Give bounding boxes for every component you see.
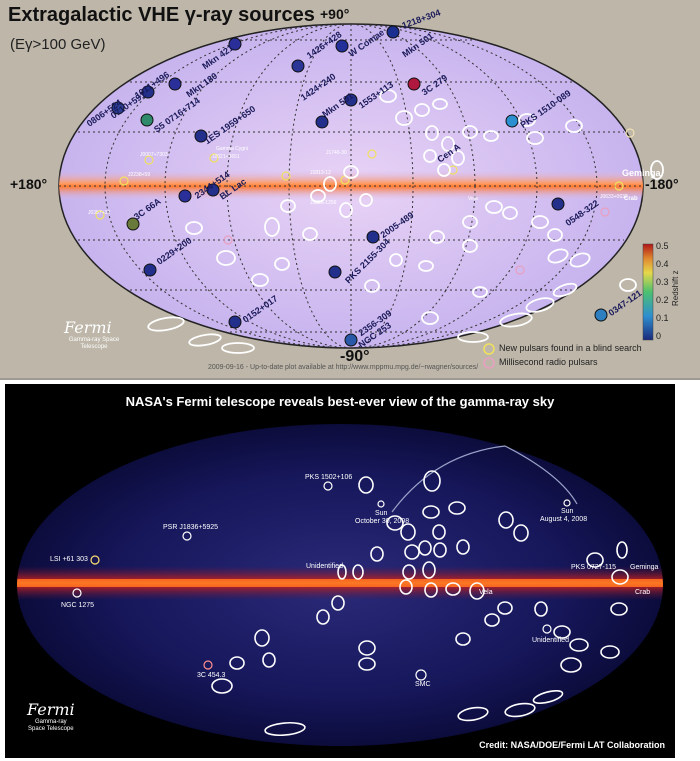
redshift-tick: 0.2 bbox=[656, 295, 669, 305]
faint-label: J1813-12 bbox=[310, 170, 331, 176]
faint-label: J2238+59 bbox=[128, 172, 151, 178]
source-marker bbox=[126, 217, 140, 231]
pulsar-markers bbox=[95, 128, 635, 275]
label-vela: Vela bbox=[479, 589, 493, 596]
top-footer: 2009-09-16 - Up-to-date plot available a… bbox=[208, 364, 479, 371]
source-marker bbox=[315, 115, 329, 129]
bottom-title: NASA's Fermi telescope reveals best-ever… bbox=[125, 394, 555, 409]
faint-label: J1746-30 bbox=[326, 150, 347, 156]
source-marker bbox=[386, 25, 400, 39]
label-sun-aug-a: Sun bbox=[561, 508, 574, 515]
label-sun-aug-b: August 4, 2008 bbox=[540, 516, 588, 523]
legend-pink-circle bbox=[483, 357, 495, 369]
fermi-logo-text: Fermi bbox=[64, 318, 112, 337]
source-marker bbox=[141, 85, 155, 99]
source-marker bbox=[344, 93, 358, 107]
top-skymap-svg bbox=[58, 23, 664, 369]
source-marker bbox=[194, 129, 208, 143]
legend-yellow-text: New pulsars found in a blind search bbox=[499, 343, 642, 353]
bottom-unidentified-ellipses bbox=[211, 470, 629, 737]
unidentified-ellipses bbox=[147, 89, 664, 354]
source-marker bbox=[407, 77, 421, 91]
redshift-tick: 0.1 bbox=[656, 313, 669, 323]
label-unid-center: Unidentified bbox=[306, 563, 343, 570]
plane-core bbox=[17, 579, 663, 587]
source-marker bbox=[111, 101, 125, 115]
top-title: Extragalactic VHE γ-ray sources bbox=[8, 4, 315, 26]
source-marker bbox=[505, 114, 519, 128]
fermi-logo-sub: Gamma-ray Space Telescope bbox=[68, 337, 120, 350]
source-marker bbox=[551, 197, 565, 211]
bottom-skymap-panel: NASA's Fermi telescope reveals best-ever… bbox=[5, 384, 675, 758]
faint-label: J0633+0632 bbox=[600, 194, 628, 200]
source-marker bbox=[594, 308, 608, 322]
source-marker bbox=[143, 263, 157, 277]
credit-text: Credit: NASA/DOE/Fermi LAT Collaboration bbox=[479, 740, 665, 750]
source-markers bbox=[111, 25, 608, 347]
redshift-tick: 0.5 bbox=[656, 241, 669, 251]
axis-left: +180° bbox=[10, 176, 48, 192]
redshift-title: Redshift z bbox=[671, 270, 680, 306]
bottom-fermi-logo: Fermi Gamma-ray Space Telescope bbox=[27, 700, 75, 733]
label-geminga: Geminga bbox=[630, 564, 659, 571]
source-marker bbox=[228, 315, 242, 329]
label-unid-right: Unidentified bbox=[532, 637, 569, 644]
source-marker bbox=[366, 230, 380, 244]
redshift-tick: 0 bbox=[656, 331, 662, 341]
source-marker bbox=[140, 113, 154, 127]
fermi-logo-sub-a: Gamma-ray bbox=[34, 719, 67, 725]
axis-north: +90° bbox=[320, 6, 350, 22]
label-smc: SMC bbox=[415, 681, 431, 688]
redshift-colorbar bbox=[642, 243, 654, 341]
source-marker bbox=[206, 183, 220, 197]
label-sun-oct-a: Sun bbox=[375, 510, 388, 517]
label-pks1502: PKS 1502+106 bbox=[305, 474, 353, 481]
redshift-tick: 0.4 bbox=[656, 259, 669, 269]
label-psr1836: PSR J1836+5925 bbox=[163, 524, 219, 531]
source-label: Crab bbox=[624, 196, 638, 202]
legend-pink-text: Millisecond radio pulsars bbox=[499, 357, 598, 367]
label-3c454: 3C 454.3 bbox=[197, 672, 226, 679]
redshift-tick: 0.3 bbox=[656, 277, 669, 287]
sun-path bbox=[391, 445, 578, 513]
axis-right: -180° bbox=[645, 176, 679, 192]
legend-yellow-circle bbox=[483, 343, 495, 355]
fermi-logo-text: Fermi bbox=[27, 700, 75, 719]
label-sun-oct-b: October 30, 2008 bbox=[355, 518, 410, 525]
faint-label: Gamma Cygni bbox=[216, 146, 248, 152]
top-subtitle: (Eγ>100 GeV) bbox=[10, 36, 106, 53]
bottom-skymap-svg bbox=[17, 424, 663, 746]
axis-south: -90° bbox=[340, 348, 370, 365]
label-crab: Crab bbox=[635, 589, 651, 596]
source-marker bbox=[335, 39, 349, 53]
faint-label: J0007+7303 bbox=[140, 152, 168, 158]
faint-label: J0357+32 bbox=[88, 210, 111, 216]
source-marker bbox=[178, 189, 192, 203]
label-pks0727: PKS 0727-115 bbox=[571, 564, 617, 571]
identified-markers bbox=[72, 481, 571, 681]
top-fermi-logo: Fermi Gamma-ray Space Telescope bbox=[64, 318, 124, 351]
label-ngc1275: NGC 1275 bbox=[61, 602, 95, 609]
label-lsi: LSI +61 303 bbox=[50, 556, 88, 563]
source-marker bbox=[328, 265, 342, 279]
fermi-logo-sub-b: Space Telescope bbox=[28, 726, 74, 732]
faint-label: J2021+3651 bbox=[212, 154, 240, 160]
source-marker bbox=[344, 333, 358, 347]
top-skymap-panel: Extragalactic VHE γ-ray sources (Eγ>100 … bbox=[0, 0, 700, 380]
faint-label: J1826-1256 bbox=[310, 200, 337, 206]
grid-lines bbox=[59, 24, 643, 348]
source-label: Geminga bbox=[622, 168, 661, 178]
source-marker bbox=[228, 37, 242, 51]
faint-label: Vela bbox=[468, 196, 478, 202]
source-marker bbox=[291, 59, 305, 73]
source-marker bbox=[168, 77, 182, 91]
